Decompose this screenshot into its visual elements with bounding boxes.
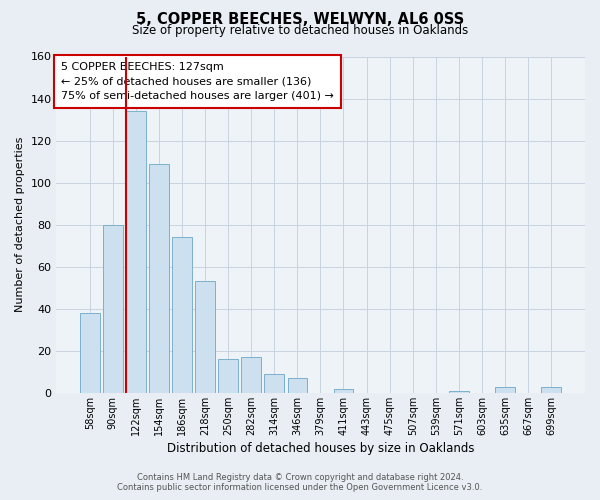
Bar (149, 164, 169, 393)
Bar (172, 238, 192, 393)
Text: Size of property relative to detached houses in Oaklands: Size of property relative to detached ho… (132, 24, 468, 37)
Bar (218, 360, 238, 393)
Bar (241, 357, 261, 393)
Y-axis label: Number of detached properties: Number of detached properties (15, 137, 25, 312)
Bar (126, 111, 146, 393)
Bar (287, 378, 307, 393)
Text: 5, COPPER BEECHES, WELWYN, AL6 0SS: 5, COPPER BEECHES, WELWYN, AL6 0SS (136, 12, 464, 28)
Bar (265, 374, 284, 393)
Bar (449, 391, 469, 393)
Text: 5 COPPER BEECHES: 127sqm
← 25% of detached houses are smaller (136)
75% of semi-: 5 COPPER BEECHES: 127sqm ← 25% of detach… (61, 62, 334, 101)
X-axis label: Distribution of detached houses by size in Oaklands: Distribution of detached houses by size … (167, 442, 474, 455)
Bar (80, 313, 100, 393)
Bar (495, 386, 515, 393)
Bar (103, 224, 122, 393)
Bar (334, 388, 353, 393)
Text: Contains HM Land Registry data © Crown copyright and database right 2024.
Contai: Contains HM Land Registry data © Crown c… (118, 473, 482, 492)
Bar (195, 282, 215, 393)
Bar (541, 386, 561, 393)
